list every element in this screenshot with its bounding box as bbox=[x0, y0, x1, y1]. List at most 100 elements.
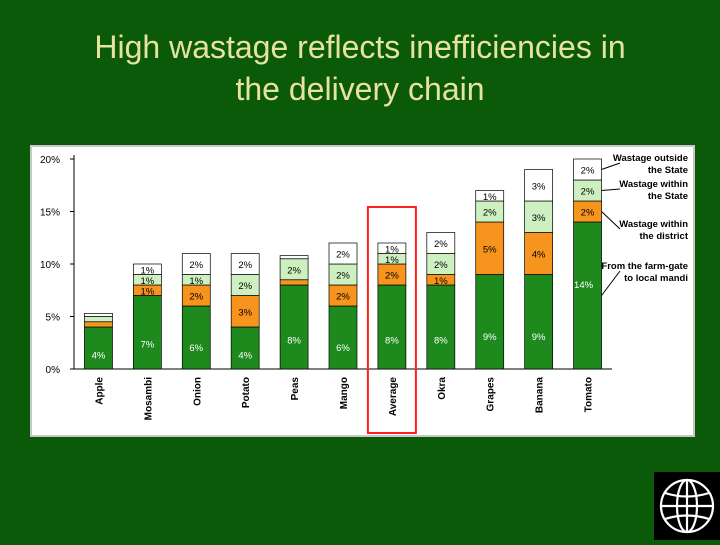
data-label: 6% bbox=[336, 343, 350, 354]
data-label: 9% bbox=[532, 332, 546, 343]
globe-icon bbox=[659, 478, 715, 534]
legend-arrow bbox=[601, 270, 621, 296]
bar-segment bbox=[230, 295, 260, 328]
data-label: 1% bbox=[434, 276, 448, 287]
data-label: 2% bbox=[434, 239, 448, 250]
bar-segment bbox=[573, 221, 602, 370]
data-label: 1% bbox=[385, 255, 399, 266]
x-tick-label: Onion bbox=[192, 377, 203, 406]
y-tick-label: 10% bbox=[40, 260, 60, 271]
data-label: 8% bbox=[385, 336, 399, 347]
data-label: 14% bbox=[574, 280, 594, 291]
world-bank-logo bbox=[654, 472, 720, 540]
x-tick-label: Grapes bbox=[486, 377, 497, 412]
chart-panel: 0% 5% 10% 15% 20% 4% Apple 7% 1% 1% 1% Mosambi 6% 2% 1… bbox=[30, 145, 695, 437]
bar-segment bbox=[524, 274, 553, 370]
stacked-bar-chart: 0%5%10%15%20%4%Apple7%1%1%1%Mosambi6%2%1… bbox=[40, 153, 689, 434]
bar-segment bbox=[84, 316, 113, 323]
data-label: 5% bbox=[483, 244, 497, 255]
bar-segment bbox=[133, 263, 162, 275]
legend-label-line1: From the farm-gate bbox=[601, 261, 688, 272]
legend-arrow bbox=[601, 162, 621, 170]
bar-segment bbox=[475, 190, 505, 202]
average-highlight-box bbox=[366, 206, 417, 434]
bar-segment bbox=[426, 284, 456, 370]
bar-segment bbox=[377, 284, 407, 370]
bar-segment bbox=[84, 321, 113, 328]
data-label: 1% bbox=[140, 286, 154, 297]
data-label: 1% bbox=[385, 244, 399, 255]
legend-label-line2: the State bbox=[648, 165, 688, 176]
x-tick-label: Average bbox=[388, 377, 399, 417]
bar-segment bbox=[377, 242, 407, 254]
legend-label-line1: Wastage within bbox=[619, 179, 688, 190]
data-label: 4% bbox=[238, 350, 252, 361]
data-label: 4% bbox=[532, 250, 546, 261]
bar-segment bbox=[181, 305, 211, 370]
data-label: 2% bbox=[238, 281, 252, 292]
bar-segment bbox=[84, 313, 113, 317]
y-tick-label: 5% bbox=[46, 313, 61, 324]
bar-segment bbox=[181, 253, 211, 275]
bar-segment bbox=[279, 284, 309, 370]
data-label: 2% bbox=[336, 292, 350, 303]
bar-segment bbox=[524, 169, 553, 202]
bar-segment bbox=[279, 255, 309, 260]
bar-segment bbox=[84, 326, 113, 370]
bar-segment bbox=[133, 295, 162, 370]
data-label: 2% bbox=[336, 271, 350, 282]
data-label: 2% bbox=[581, 166, 595, 177]
legend-label-line2: the State bbox=[648, 191, 688, 202]
y-tick-label: 0% bbox=[46, 365, 61, 376]
bar-segment bbox=[279, 279, 309, 286]
data-label: 2% bbox=[336, 250, 350, 261]
bar-segment bbox=[475, 274, 505, 370]
slide-title-line-1: High wastage reflects inefficiencies in bbox=[94, 29, 626, 65]
x-tick-label: Mosambi bbox=[143, 377, 154, 421]
legend-arrow bbox=[601, 211, 621, 230]
bar-segment bbox=[230, 326, 260, 370]
data-label: 1% bbox=[140, 276, 154, 287]
legend-arrow bbox=[601, 188, 621, 191]
data-label: 2% bbox=[287, 265, 301, 276]
legend-label-line2: to local mandi bbox=[624, 273, 688, 284]
data-label: 7% bbox=[140, 339, 154, 350]
x-tick-label: Peas bbox=[290, 377, 301, 401]
x-tick-label: Tomato bbox=[584, 377, 595, 412]
data-label: 2% bbox=[238, 260, 252, 271]
data-label: 1% bbox=[140, 265, 154, 276]
bar-segment bbox=[426, 232, 456, 254]
data-label: 1% bbox=[189, 276, 203, 287]
data-label: 2% bbox=[581, 208, 595, 219]
slide-title-line-2: the delivery chain bbox=[235, 71, 485, 107]
bar-segment bbox=[230, 253, 260, 275]
data-label: 3% bbox=[532, 213, 546, 224]
x-tick-label: Okra bbox=[437, 377, 448, 400]
data-label: 8% bbox=[287, 336, 301, 347]
legend-label-line2: the district bbox=[639, 231, 688, 242]
data-label: 9% bbox=[483, 332, 497, 343]
data-label: 2% bbox=[581, 187, 595, 198]
data-label: 3% bbox=[238, 307, 252, 318]
y-tick-label: 20% bbox=[40, 155, 60, 166]
x-tick-label: Mango bbox=[339, 377, 350, 409]
legend-label-line1: Wastage within bbox=[619, 219, 688, 230]
x-tick-label: Apple bbox=[94, 377, 105, 405]
slide-title: High wastage reflects inefficiencies in … bbox=[0, 26, 720, 110]
bar-segment bbox=[328, 305, 358, 370]
x-tick-label: Banana bbox=[535, 377, 546, 414]
data-label: 1% bbox=[483, 192, 497, 203]
data-label: 3% bbox=[532, 181, 546, 192]
data-label: 2% bbox=[385, 271, 399, 282]
x-tick-label: Potato bbox=[241, 377, 252, 408]
data-label: 6% bbox=[189, 343, 203, 354]
data-label: 4% bbox=[92, 350, 106, 361]
legend-label-line1: Wastage outside bbox=[613, 153, 688, 164]
data-label: 8% bbox=[434, 336, 448, 347]
data-label: 2% bbox=[189, 292, 203, 303]
bar-segment bbox=[328, 242, 358, 265]
bar-segment bbox=[475, 221, 505, 275]
data-label: 2% bbox=[189, 260, 203, 271]
data-label: 2% bbox=[434, 260, 448, 271]
data-label: 2% bbox=[483, 208, 497, 219]
